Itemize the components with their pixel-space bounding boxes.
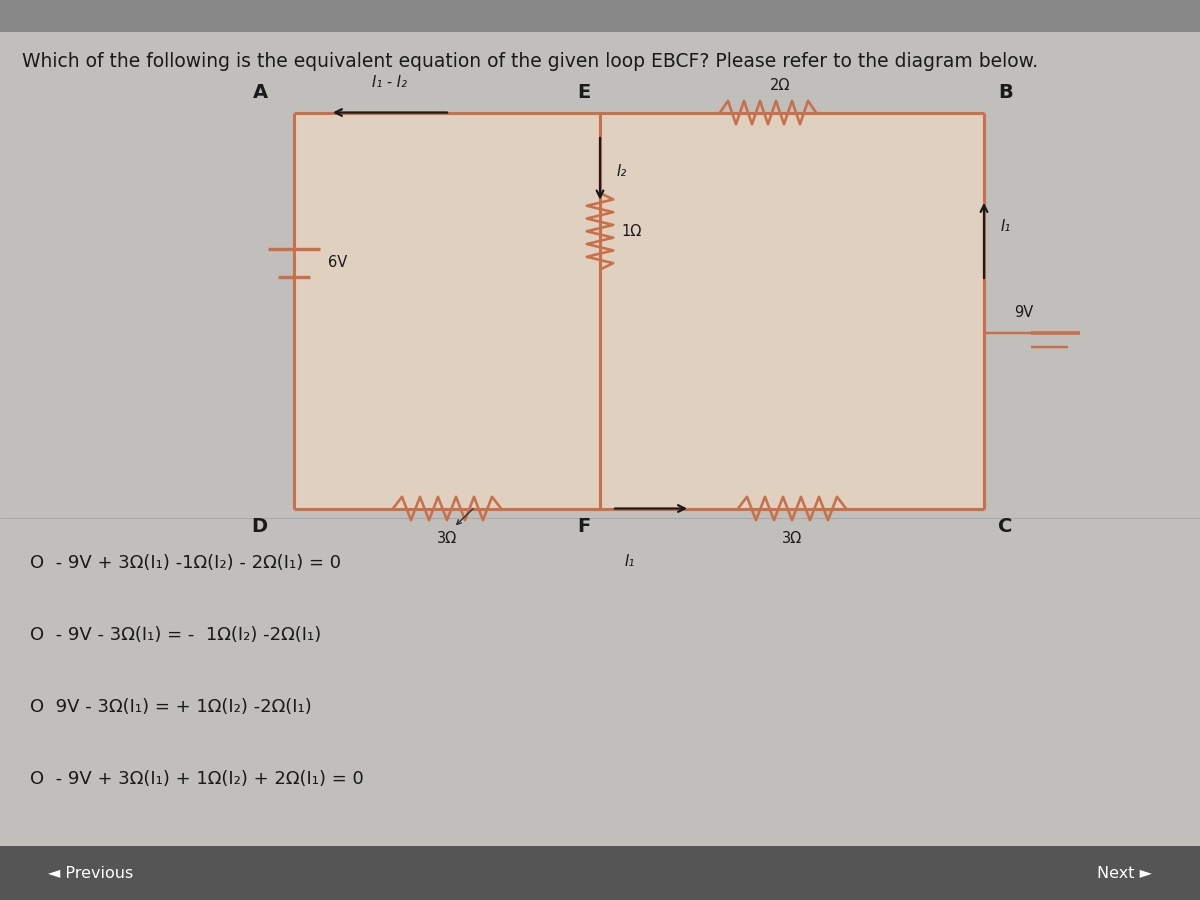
Text: B: B	[998, 83, 1013, 102]
Text: O  - 9V - 3Ω(I₁) = -  1Ω(I₂) -2Ω(I₁): O - 9V - 3Ω(I₁) = - 1Ω(I₂) -2Ω(I₁)	[30, 626, 322, 644]
Text: D: D	[252, 518, 268, 536]
Text: 2Ω: 2Ω	[770, 77, 790, 93]
Text: C: C	[998, 518, 1013, 536]
Bar	[294, 112, 984, 508]
Text: I₁: I₁	[625, 554, 635, 569]
Text: E: E	[577, 83, 590, 102]
Text: Which of the following is the equivalent equation of the given loop EBCF? Please: Which of the following is the equivalent…	[22, 52, 1038, 71]
Text: ◄ Previous: ◄ Previous	[48, 866, 133, 880]
Text: O  - 9V + 3Ω(I₁) -1Ω(I₂) - 2Ω(I₁) = 0: O - 9V + 3Ω(I₁) -1Ω(I₂) - 2Ω(I₁) = 0	[30, 554, 341, 572]
Text: A: A	[252, 83, 268, 102]
Text: 3Ω: 3Ω	[437, 531, 457, 546]
Text: 6V: 6V	[328, 256, 347, 271]
Text: Next ►: Next ►	[1097, 866, 1152, 880]
Text: I₁: I₁	[1001, 220, 1012, 235]
Bar	[0, 846, 1200, 900]
Text: I₁ - I₂: I₁ - I₂	[372, 75, 408, 90]
Text: O  9V - 3Ω(I₁) = + 1Ω(I₂) -2Ω(I₁): O 9V - 3Ω(I₁) = + 1Ω(I₂) -2Ω(I₁)	[30, 698, 312, 716]
Bar	[0, 0, 1200, 32]
Text: F: F	[577, 518, 590, 536]
Text: O  - 9V + 3Ω(I₁) + 1Ω(I₂) + 2Ω(I₁) = 0: O - 9V + 3Ω(I₁) + 1Ω(I₂) + 2Ω(I₁) = 0	[30, 770, 364, 788]
Text: I₂: I₂	[617, 164, 628, 178]
Text: 1Ω: 1Ω	[622, 224, 642, 238]
Text: 3Ω: 3Ω	[782, 531, 802, 546]
Text: 9V: 9V	[1014, 305, 1033, 320]
